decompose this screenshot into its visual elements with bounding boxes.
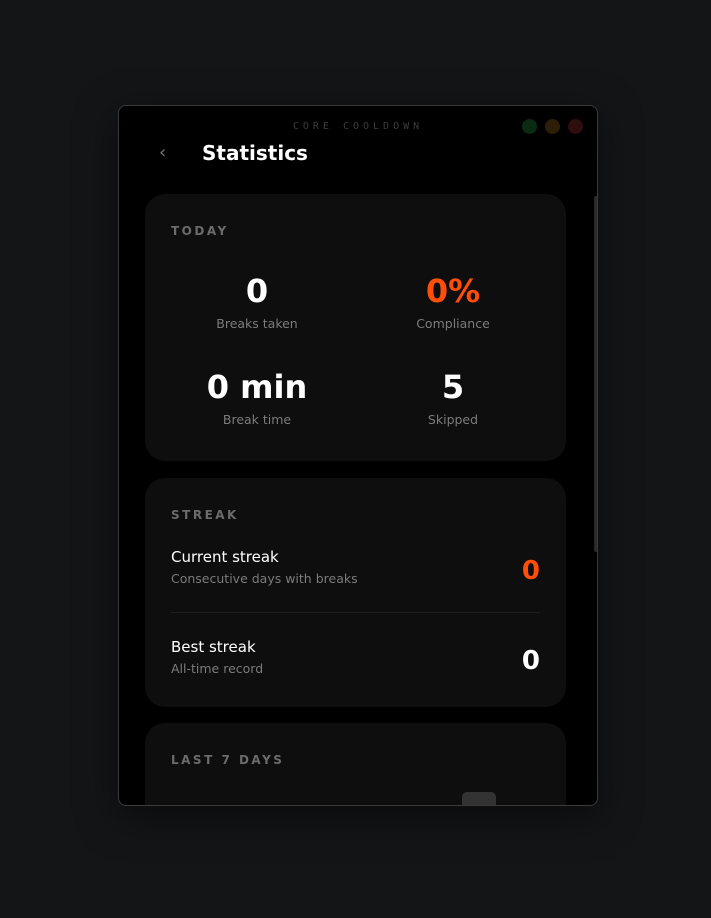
stat-caption: Breaks taken — [216, 316, 298, 331]
stat-break-time: 0 min Break time — [157, 368, 357, 427]
close-button[interactable] — [568, 119, 583, 134]
row-title: Current streak — [171, 548, 279, 566]
app-window: CORE COOLDOWN ‹ Statistics TODAY 0 Break… — [118, 105, 598, 806]
app-title: CORE COOLDOWN — [292, 121, 424, 132]
section-label: LAST 7 DAYS — [171, 753, 285, 767]
stat-caption: Break time — [222, 412, 292, 427]
best-streak-row: Best streak All-time record 0 — [171, 638, 540, 676]
last-7-days-card: LAST 7 DAYS — [145, 723, 566, 805]
minimize-button[interactable] — [522, 119, 537, 134]
stat-compliance: 0% Compliance — [353, 272, 553, 331]
stat-value: 0 min — [206, 368, 308, 406]
stat-value: 0 — [245, 272, 269, 310]
stat-skipped: 5 Skipped — [353, 368, 553, 427]
chevron-left-icon[interactable]: ‹ — [159, 142, 167, 163]
current-streak-row: Current streak Consecutive days with bre… — [171, 548, 540, 586]
stat-breaks-taken: 0 Breaks taken — [157, 272, 357, 331]
row-value: 0 — [521, 556, 540, 586]
window-controls — [522, 119, 583, 134]
section-label: STREAK — [171, 508, 239, 522]
stat-caption: Compliance — [416, 316, 490, 331]
divider — [171, 612, 540, 613]
stat-value: 5 — [441, 368, 465, 406]
maximize-button[interactable] — [545, 119, 560, 134]
page-title: Statistics — [202, 141, 308, 165]
stat-value: 0% — [425, 272, 481, 310]
row-desc: Consecutive days with breaks — [171, 571, 358, 586]
stat-caption: Skipped — [427, 412, 479, 427]
streak-card: STREAK Current streak Consecutive days w… — [145, 478, 566, 707]
row-desc: All-time record — [171, 661, 264, 676]
row-title: Best streak — [171, 638, 256, 656]
day-bar — [462, 792, 496, 805]
today-card: TODAY 0 Breaks taken 0% Compliance 0 min… — [145, 194, 566, 461]
row-value: 0 — [521, 646, 540, 676]
section-label: TODAY — [171, 224, 229, 238]
scrollbar[interactable] — [594, 196, 597, 552]
